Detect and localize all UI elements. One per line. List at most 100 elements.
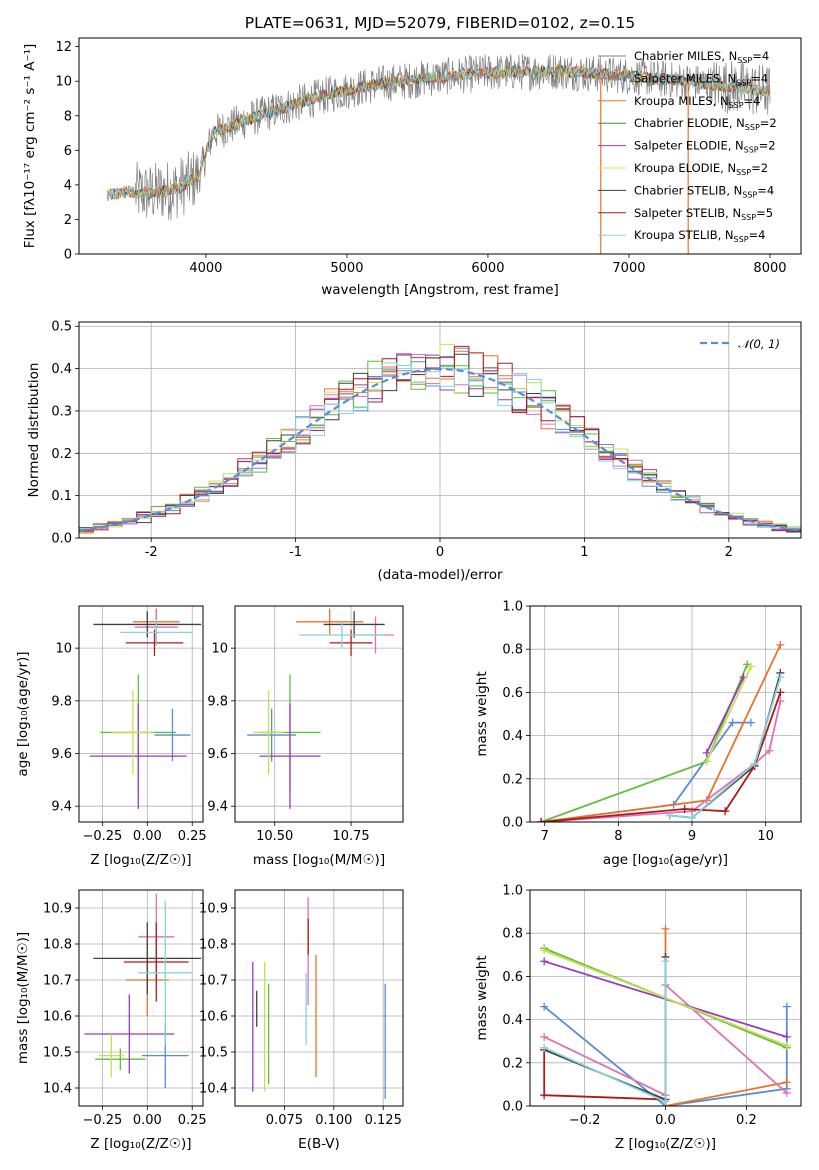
y-tick-label: 0.6	[502, 970, 523, 985]
panel-frame	[529, 605, 802, 823]
mass-weight-marker	[702, 748, 711, 757]
x-tick-label: 0.075	[266, 1113, 303, 1128]
y-tick-label: 0.0	[502, 816, 523, 831]
x-axis-label: age [log₁₀(age/yr)]	[603, 852, 728, 868]
panel-content	[84, 893, 202, 1088]
y-tick-label: 1.0	[502, 600, 523, 615]
mass-weight-marker	[702, 757, 711, 766]
panel-content	[79, 343, 801, 535]
y-tick-label: 10	[55, 642, 72, 657]
panel-4: 7 8 9 10 0.0 0.2 0.4 0.6 0.8 1.0 age [log₁₀(age/yr…	[474, 600, 802, 868]
x-tick-label: 10.50	[256, 829, 293, 844]
plots-layer: 4000 5000 6000 7000 8000024681012wavelength …	[15, 37, 802, 1152]
legend-entry: Salpeter STELIB, NSSP=5	[634, 206, 773, 222]
legend-entry: Kroupa ELODIE, NSSP=2	[634, 161, 768, 177]
mass-weight-marker	[661, 957, 670, 966]
mass-weight-marker	[540, 1002, 549, 1011]
y-tick-label: 10.5	[43, 1046, 72, 1061]
mass-weight-marker	[540, 1032, 549, 1041]
y-tick-label: 10.4	[43, 1082, 72, 1097]
panel-frame	[78, 605, 204, 823]
panel-7: −0.2 0.0 0.2 0.0 0.2 0.4 0.6 0.8 1.0 Z [log₁₀(Z/Z…	[474, 884, 802, 1152]
y-tick-label: 0.8	[502, 927, 523, 942]
mass-weight-marker	[540, 1091, 549, 1100]
mass-weight-marker	[750, 759, 759, 768]
y-tick-label: 10.9	[43, 902, 72, 917]
mass-weight-line	[540, 692, 782, 822]
mass-weight-marker	[776, 673, 785, 682]
y-tick-label: 0.6	[502, 686, 523, 701]
mass-weight-marker	[540, 1043, 549, 1052]
y-tick-label: 0.2	[502, 772, 523, 787]
panel-frame	[234, 605, 404, 823]
y-tick-label: 0.1	[51, 489, 72, 504]
x-axis-label: Z [log₁₀(Z/Z☉)]	[90, 852, 191, 868]
mass-weight-marker	[776, 640, 785, 649]
y-tick-label: 0.5	[51, 320, 72, 335]
y-axis-label: mass weight	[474, 955, 490, 1040]
x-tick-label: 4000	[189, 261, 222, 276]
x-tick-label: 0.25	[178, 829, 207, 844]
mass-weight-line	[543, 957, 667, 1101]
y-tick-label: 10.7	[43, 974, 72, 989]
x-axis-label: mass [log₁₀(M/M☉)]	[253, 852, 385, 868]
mass-weight-marker	[688, 813, 697, 822]
x-axis-label: (data-model)/error	[377, 567, 503, 583]
x-axis-label: Z [log₁₀(Z/Z☉)]	[90, 1136, 191, 1152]
x-tick-label: −0.25	[82, 1113, 122, 1128]
mass-weight-marker	[782, 1089, 791, 1098]
x-tick-label: 7000	[612, 261, 645, 276]
x-tick-label: 10	[757, 829, 774, 844]
y-tick-label: 0	[64, 248, 72, 263]
mass-weight-line	[705, 676, 745, 754]
mass-weight-line	[705, 666, 752, 762]
x-axis-label: wavelength [Angstrom, rest frame]	[321, 282, 559, 298]
mass-weight-marker	[665, 811, 674, 820]
y-tick-label: 0.0	[502, 1100, 523, 1115]
panel-1: -2 -1 0 1 2 0.0 0.1 0.2 0.3 0.4 0.5 (data-model)/er…	[26, 320, 802, 583]
y-tick-label: 10.6	[43, 1010, 72, 1025]
y-tick-label: 10.4	[199, 1082, 228, 1097]
x-tick-label: −0.2	[569, 1113, 601, 1128]
y-tick-label: 0.2	[502, 1056, 523, 1071]
mass-weight-marker	[661, 1097, 670, 1106]
legend-entry: Kroupa STELIB, NSSP=4	[634, 228, 765, 244]
x-tick-label: 2	[725, 545, 733, 560]
legend-entry: Salpeter MILES, NSSP=4	[634, 71, 768, 87]
panel-frame	[78, 889, 204, 1107]
legend-entry: Salpeter ELODIE, NSSP=2	[634, 139, 776, 155]
x-tick-label: 0.0	[655, 1113, 676, 1128]
x-axis-label: E(B-V)	[298, 1136, 340, 1152]
y-axis-label: age [log₁₀(age/yr)]	[15, 651, 31, 776]
x-tick-label: 0.25	[178, 1113, 207, 1128]
panel-content	[252, 897, 386, 1099]
x-tick-label: 0.125	[365, 1113, 402, 1128]
y-axis-label: Flux [fλ10⁻¹⁷ erg cm⁻² s⁻¹ A⁻¹]	[22, 44, 38, 249]
mass-weight-marker	[782, 1002, 791, 1011]
y-tick-label: 9.6	[207, 747, 228, 762]
y-axis-label: Normed distribution	[26, 363, 42, 498]
y-tick-label: 9.4	[51, 800, 72, 815]
x-tick-label: 0.100	[315, 1113, 352, 1128]
x-tick-label: 7	[541, 829, 549, 844]
panel-frame	[78, 321, 802, 539]
mass-weight-line	[669, 672, 782, 819]
mass-weight-marker	[765, 746, 774, 755]
panel-5: −0.25 0.00 0.25 10.4 10.5 10.6 10.7 10.8 10.9 Z […	[15, 889, 207, 1152]
x-tick-label: -2	[145, 545, 158, 560]
y-tick-label: 1.0	[502, 884, 523, 899]
figure-title: PLATE=0631, MJD=52079, FIBERID=0102, z=0…	[245, 14, 635, 32]
x-tick-label: 0.00	[133, 829, 162, 844]
x-tick-label: 0	[436, 545, 444, 560]
panel-6: 0.075 0.100 0.125 10.4 10.5 10.6 10.7 10.8 10.9 E…	[199, 889, 404, 1152]
y-tick-label: 0.8	[502, 643, 523, 658]
y-tick-label: 9.8	[207, 694, 228, 709]
histogram-step	[79, 362, 801, 532]
x-axis-label: Z [log₁₀(Z/Z☉)]	[615, 1136, 716, 1152]
y-tick-label: 0.2	[51, 447, 72, 462]
y-tick-label: 2	[64, 213, 72, 228]
mass-weight-line	[669, 677, 782, 819]
y-tick-label: 4	[64, 178, 72, 193]
legend-entry: Chabrier MILES, NSSP=4	[634, 49, 769, 65]
y-tick-label: 9.8	[51, 694, 72, 709]
